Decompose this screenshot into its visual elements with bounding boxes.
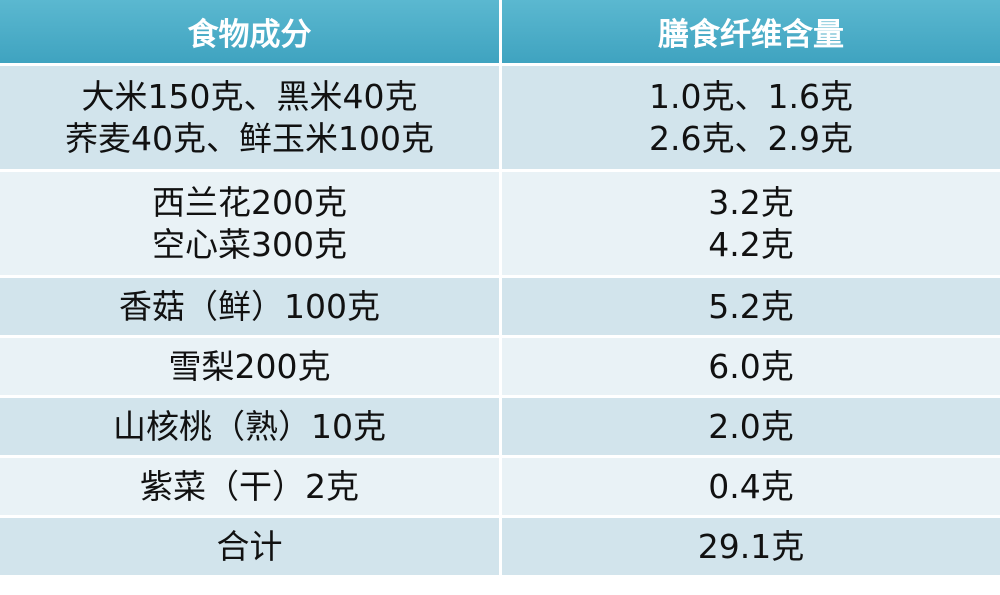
cell-line: 紫菜（干）2克 [140,466,359,506]
cell-line: 4.2克 [708,224,794,264]
cell-line: 1.0克、1.6克 [649,76,853,116]
table-body: 大米150克、黑米40克 荞麦40克、鲜玉米100克 1.0克、1.6克 2.6克、2… [0,66,1000,575]
cell-line: 2.6克、2.9克 [649,118,853,158]
cell-line: 2.0克 [708,406,794,446]
table-cell: 1.0克、1.6克 2.6克、2.9克 [502,66,1000,169]
cell-line: 3.2克 [708,182,794,222]
table-row: 雪梨200克 6.0克 [0,338,1000,395]
table-cell: 大米150克、黑米40克 荞麦40克、鲜玉米100克 [0,66,499,169]
table-cell: 5.2克 [502,278,1000,335]
table-cell: 雪梨200克 [0,338,499,395]
table-cell: 山核桃（熟）10克 [0,398,499,455]
cell-line: 6.0克 [708,346,794,386]
table-cell: 西兰花200克 空心菜300克 [0,172,499,275]
table-cell: 2.0克 [502,398,1000,455]
cell-line: 空心菜300克 [152,224,347,264]
table-cell: 紫菜（干）2克 [0,458,499,515]
table-row: 紫菜（干）2克 0.4克 [0,458,1000,515]
table-cell: 29.1克 [502,518,1000,575]
table-cell: 香菇（鲜）100克 [0,278,499,335]
table-cell: 合计 [0,518,499,575]
header-row: 食物成分 膳食纤维含量 [0,0,1000,63]
cell-line: 0.4克 [708,466,794,506]
table-row: 合计 29.1克 [0,518,1000,575]
table-cell: 3.2克 4.2克 [502,172,1000,275]
table-row: 大米150克、黑米40克 荞麦40克、鲜玉米100克 1.0克、1.6克 2.6克、2… [0,66,1000,169]
cell-line: 山核桃（熟）10克 [113,406,386,446]
cell-line: 香菇（鲜）100克 [119,286,380,326]
cell-line: 雪梨200克 [168,346,331,386]
table-row: 香菇（鲜）100克 5.2克 [0,278,1000,335]
table-cell: 6.0克 [502,338,1000,395]
table-cell: 0.4克 [502,458,1000,515]
cell-line: 荞麦40克、鲜玉米100克 [65,118,434,158]
table-row: 西兰花200克 空心菜300克 3.2克 4.2克 [0,172,1000,275]
header-cell: 食物成分 [0,0,499,63]
cell-line: 5.2克 [708,286,794,326]
cell-line: 西兰花200克 [152,182,347,222]
header-cell: 膳食纤维含量 [502,0,1000,63]
cell-line: 大米150克、黑米40克 [81,76,418,116]
cell-line: 29.1克 [697,526,805,566]
cell-line: 合计 [216,526,283,566]
table-row: 山核桃（熟）10克 2.0克 [0,398,1000,455]
